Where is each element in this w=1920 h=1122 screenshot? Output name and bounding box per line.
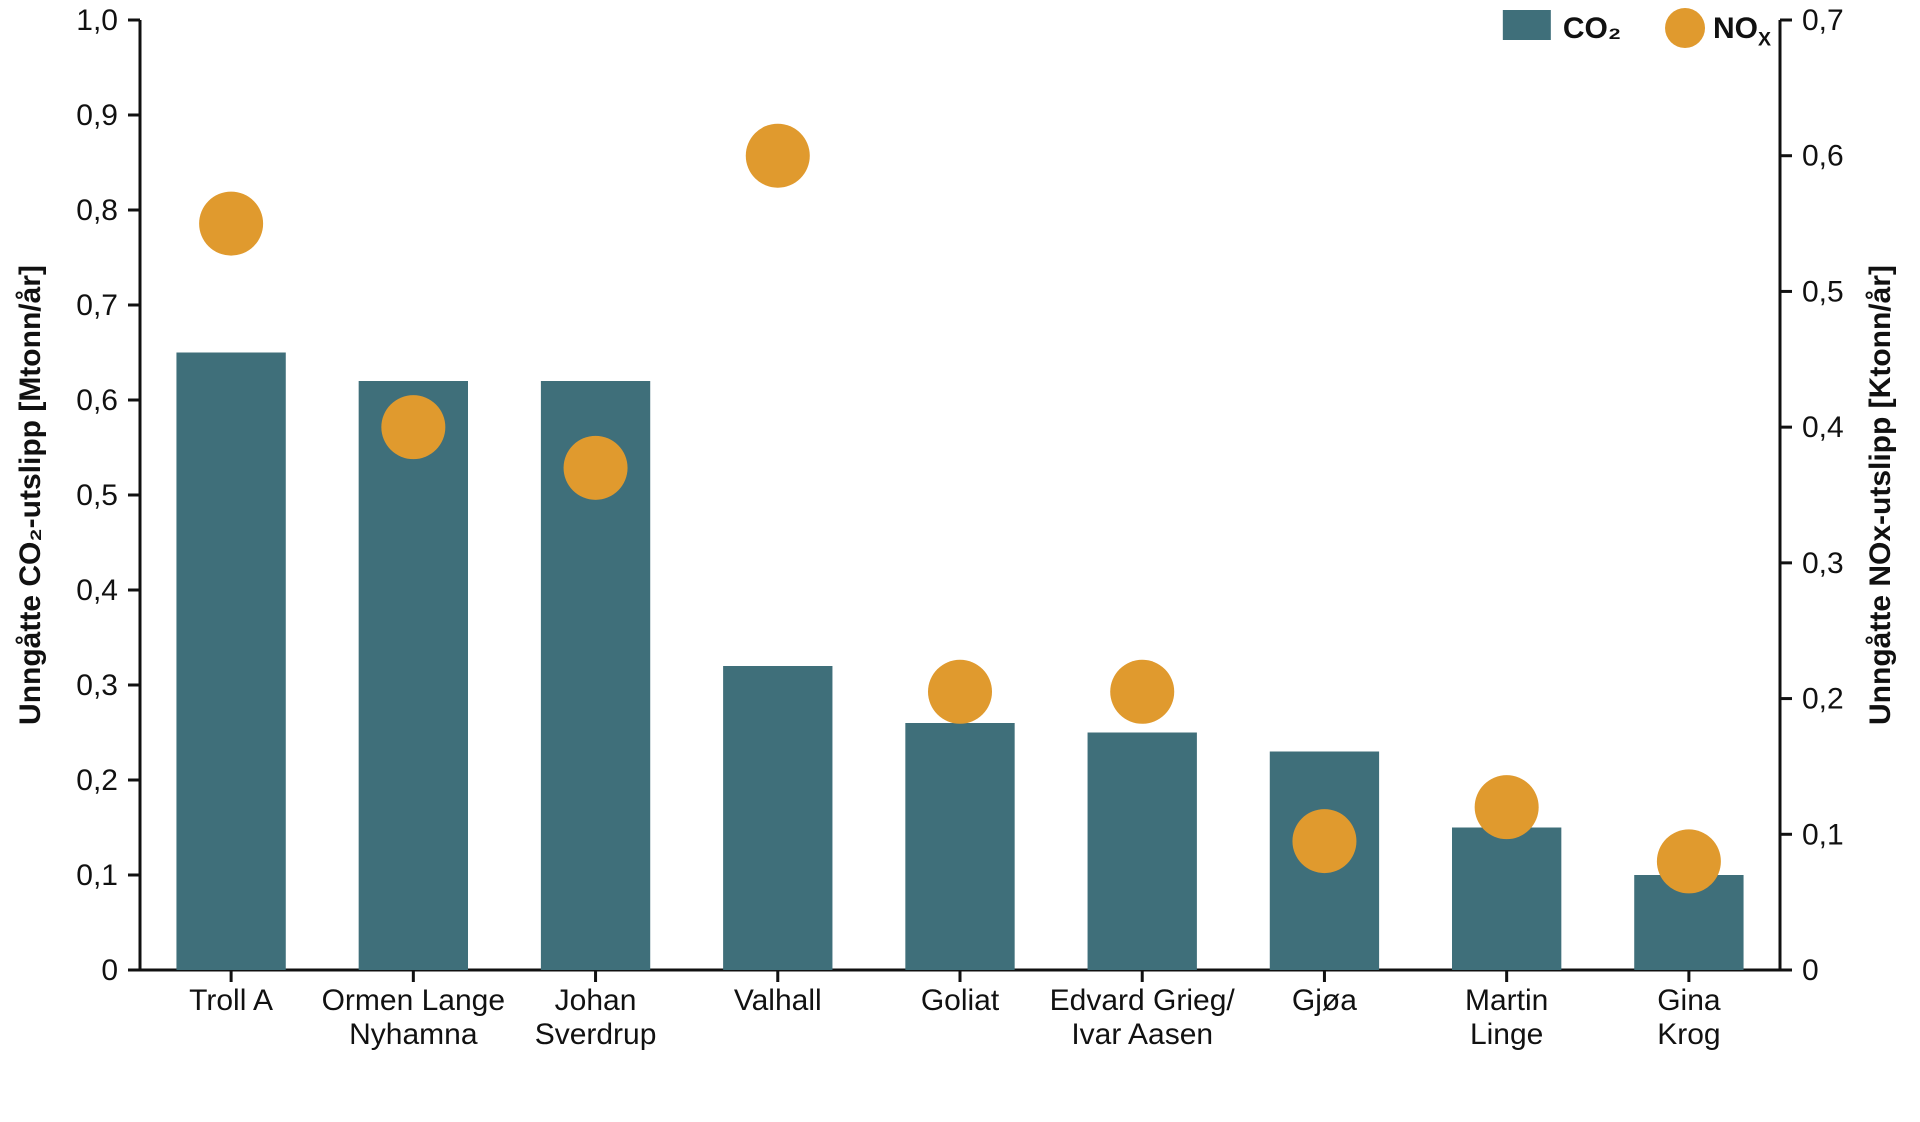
co2-bar xyxy=(905,723,1014,970)
y-left-tick: 0,6 xyxy=(76,384,118,417)
x-category-label: Ivar Aasen xyxy=(1071,1018,1213,1051)
y-left-tick: 0,9 xyxy=(76,99,118,132)
co2-bar xyxy=(723,666,832,970)
y-left-tick: 1,0 xyxy=(76,4,118,37)
nox-marker xyxy=(564,436,628,500)
nox-marker xyxy=(1657,829,1721,893)
y-right-tick: 0 xyxy=(1802,954,1819,987)
legend-label-co2: CO₂ xyxy=(1563,12,1621,45)
y-left-tick: 0,1 xyxy=(76,859,118,892)
y-right-tick: 0,3 xyxy=(1802,547,1844,580)
y-right-tick: 0,2 xyxy=(1802,683,1844,716)
y-left-tick: 0 xyxy=(101,954,118,987)
x-category-label: Valhall xyxy=(734,984,822,1017)
legend-swatch-co2 xyxy=(1503,10,1551,40)
x-category-label: Linge xyxy=(1470,1018,1543,1051)
nox-marker xyxy=(928,660,992,724)
nox-marker xyxy=(1292,809,1356,873)
y-left-tick: 0,5 xyxy=(76,479,118,512)
y-right-tick: 0,5 xyxy=(1802,275,1844,308)
y-left-axis-title: Unngåtte CO₂-utslipp [Mtonn/år] xyxy=(14,265,47,725)
nox-marker xyxy=(199,192,263,256)
co2-bar xyxy=(1088,733,1197,971)
x-category-label: Gina xyxy=(1657,984,1721,1017)
y-right-tick: 0,1 xyxy=(1802,818,1844,851)
x-category-label: Ormen Lange xyxy=(322,984,505,1017)
nox-marker xyxy=(746,124,810,188)
x-category-label: Edvard Grieg/ xyxy=(1050,984,1236,1017)
x-category-label: Sverdrup xyxy=(535,1018,657,1051)
x-category-label: Troll A xyxy=(189,984,273,1017)
nox-marker xyxy=(1110,660,1174,724)
y-left-tick: 0,4 xyxy=(76,574,118,607)
y-right-axis-title: Unngåtte NOx-utslipp [Ktonn/år] xyxy=(1864,265,1897,725)
co2-bar xyxy=(359,381,468,970)
x-category-label: Martin xyxy=(1465,984,1548,1017)
emissions-chart: 0 0,1 0,2 0,3 0,4 0,5 0,6 0,7 0,8 0,9 1,0 0 0,1 0,2 0,… xyxy=(0,0,1920,1122)
y-left-tick: 0,8 xyxy=(76,194,118,227)
x-category-label: Nyhamna xyxy=(349,1018,478,1051)
co2-bar xyxy=(176,353,285,971)
x-category-label: Krog xyxy=(1657,1018,1720,1051)
y-left-tick: 0,3 xyxy=(76,669,118,702)
co2-bar xyxy=(1452,828,1561,971)
y-right-tick: 0,6 xyxy=(1802,140,1844,173)
y-right-tick: 0,7 xyxy=(1802,4,1844,37)
nox-marker xyxy=(381,395,445,459)
x-category-label: Gjøa xyxy=(1292,984,1357,1017)
x-category-label: Johan xyxy=(555,984,637,1017)
y-left-tick: 0,7 xyxy=(76,289,118,322)
y-right-tick: 0,4 xyxy=(1802,411,1844,444)
nox-marker xyxy=(1475,775,1539,839)
legend-swatch-nox xyxy=(1665,8,1705,48)
y-left-tick: 0,2 xyxy=(76,764,118,797)
x-category-label: Goliat xyxy=(921,984,1000,1017)
chart-svg: 0 0,1 0,2 0,3 0,4 0,5 0,6 0,7 0,8 0,9 1,0 0 0,1 0,2 0,… xyxy=(0,0,1920,1122)
